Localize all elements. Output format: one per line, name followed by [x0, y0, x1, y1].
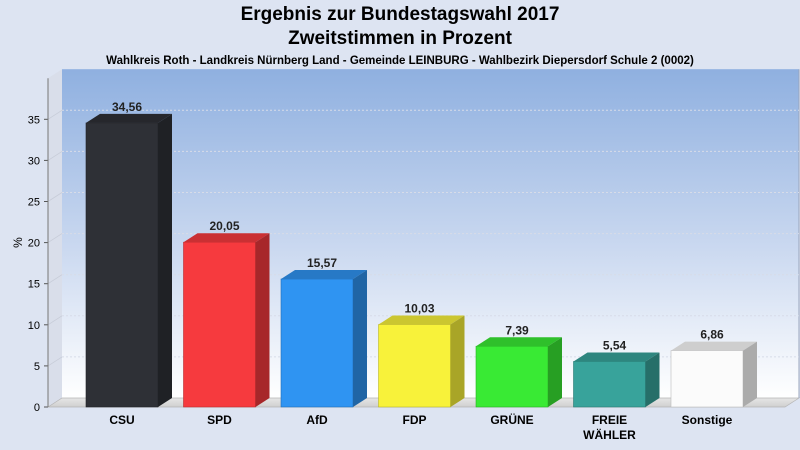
bar-value-label-1: 20,05 [209, 219, 239, 233]
bar-side-6 [743, 341, 757, 407]
bar-5: 5,54 [573, 338, 660, 408]
y-tick-label-1: 5 [34, 361, 40, 373]
y-axis-title: % [11, 237, 25, 248]
chart-title: Ergebnis zur Bundestagswahl 2017 [240, 4, 560, 25]
bar-value-label-3: 10,03 [404, 302, 434, 316]
gridline-side-3 [47, 274, 63, 285]
bar-front-1 [183, 241, 256, 408]
category-label-6: Sonstige [682, 413, 733, 427]
bar-front-5 [573, 361, 646, 408]
bar-value-label-2: 15,57 [307, 256, 337, 270]
gridline-side-1 [47, 356, 63, 367]
y-tick-label-3: 15 [28, 279, 40, 291]
y-tick-label-4: 20 [28, 238, 40, 250]
bar-3: 10,03 [378, 302, 465, 408]
y-tick-label-0: 0 [34, 402, 40, 414]
category-label-4: GRÜNE [490, 412, 533, 427]
chart-subtitle: Zweitstimmen in Prozent [288, 28, 512, 49]
bar-front-2 [280, 278, 354, 408]
category-label-5-line-1: WÄHLER [583, 427, 636, 442]
category-label-5-line-0: FREIE [592, 413, 627, 427]
gridline-side-2 [47, 315, 63, 326]
bar-6: 6,86 [670, 328, 757, 408]
bar-value-label-6: 6,86 [700, 328, 724, 342]
bar-top-4 [476, 337, 562, 347]
bar-value-label-0: 34,56 [112, 100, 142, 114]
gridline-side-4 [47, 233, 63, 243]
category-label-0: CSU [109, 413, 134, 427]
bar-front-6 [670, 350, 744, 408]
category-label-2: AfD [306, 413, 328, 427]
y-tick-label-2: 10 [28, 320, 40, 332]
bar-top-6 [671, 341, 757, 351]
bar-2: 15,57 [280, 256, 367, 408]
gridline-side-7 [47, 109, 63, 120]
bar-front-4 [475, 345, 549, 408]
bar-value-label-4: 7,39 [505, 323, 529, 337]
bar-side-1 [255, 233, 270, 407]
chart-caption: Wahlkreis Roth - Landkreis Nürnberg Land… [106, 55, 694, 67]
bar-front-3 [378, 324, 451, 408]
gridline-side-5 [47, 192, 63, 202]
bar-top-3 [378, 315, 465, 325]
category-label-1: SPD [207, 413, 232, 427]
bar-0: 34,56 [85, 100, 172, 408]
bar-side-3 [450, 315, 465, 407]
category-label-3: FDP [403, 413, 427, 427]
bar-top-5 [573, 352, 660, 362]
bar-side-4 [548, 337, 562, 407]
bar-1: 20,05 [183, 219, 270, 408]
bar-side-2 [353, 270, 367, 407]
bar-front-0 [85, 122, 159, 408]
bar-side-0 [158, 113, 172, 407]
bar-top-0 [86, 113, 172, 123]
bar-side-5 [645, 352, 660, 407]
bar-top-2 [281, 270, 367, 280]
bar-top-1 [183, 233, 270, 243]
y-tick-label-5: 25 [28, 197, 40, 209]
y-tick-label-6: 30 [28, 155, 40, 167]
bar-4: 7,39 [475, 323, 562, 408]
bar-value-label-5: 5,54 [603, 338, 627, 352]
gridline-side-6 [47, 151, 63, 161]
y-tick-label-7: 35 [28, 114, 40, 126]
